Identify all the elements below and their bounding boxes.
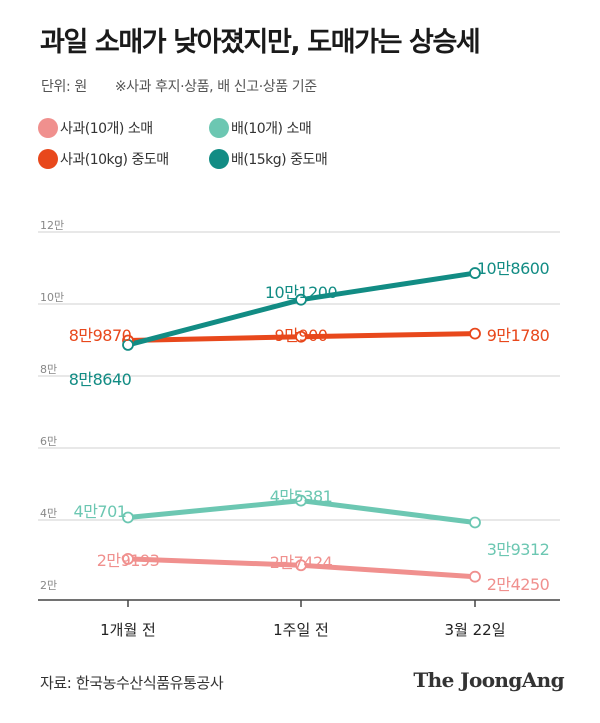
data-point xyxy=(122,553,134,565)
y-tick-label: 4만 xyxy=(40,507,57,520)
data-point xyxy=(469,267,481,279)
data-point xyxy=(295,494,307,507)
data-label: 8만9870 xyxy=(69,326,132,345)
legend-item-apple-retail: 사과(10개) 소매 xyxy=(38,118,153,138)
legend-label: 사과(10kg) 중도매 xyxy=(60,152,169,168)
legend-swatch xyxy=(209,118,229,138)
y-tick-label: 12만 xyxy=(40,219,64,232)
y-tick-label: 2만 xyxy=(40,579,57,592)
legend-item-pear-retail: 배(10개) 소매 xyxy=(209,118,312,138)
data-source: 자료: 한국농수산식품유통공사 xyxy=(40,674,224,692)
unit-note: 단위: 원 ※사과 후지·상품, 배 신고·상품 기준 xyxy=(41,76,317,96)
data-label: 9만900 xyxy=(275,326,328,345)
x-tick-label: 3월 22일 xyxy=(445,621,506,639)
data-label: 2만4250 xyxy=(487,575,550,594)
data-label: 2만9193 xyxy=(97,551,160,570)
legend-item-apple-wholesale: 사과(10kg) 중도매 xyxy=(38,149,169,169)
legend-label: 배(15kg) 중도매 xyxy=(231,152,328,168)
data-point xyxy=(295,293,307,306)
legend-swatch xyxy=(209,149,229,169)
data-point xyxy=(469,570,481,583)
legend-label: 사과(10개) 소매 xyxy=(60,121,153,137)
legend-item-pear-wholesale: 배(15kg) 중도매 xyxy=(209,149,328,169)
data-label: 8만8640 xyxy=(69,370,132,389)
data-point xyxy=(469,327,481,340)
data-point xyxy=(122,338,134,351)
data-label: 10만8600 xyxy=(477,259,550,278)
x-tick-label: 1주일 전 xyxy=(273,621,329,639)
data-point xyxy=(295,559,307,572)
data-label: 10만1200 xyxy=(265,283,338,302)
legend-label: 배(10개) 소매 xyxy=(231,121,312,137)
data-label: 4만5381 xyxy=(270,487,333,506)
chart-title: 과일 소매가 낮아졌지만, 도매가는 상승세 xyxy=(40,27,481,58)
y-tick-label: 8만 xyxy=(40,363,57,376)
data-point xyxy=(295,330,307,343)
data-point xyxy=(122,511,134,524)
legend-swatch xyxy=(38,118,58,138)
data-label: 4만701 xyxy=(74,502,127,521)
data-label: 9만1780 xyxy=(487,326,550,345)
criteria-note: ※사과 후지·상품, 배 신고·상품 기준 xyxy=(114,79,317,95)
data-point xyxy=(469,516,481,529)
data-label: 3만9312 xyxy=(487,540,550,559)
publisher-logo: The JoongAng xyxy=(413,668,564,692)
unit-label: 단위: 원 xyxy=(41,79,87,95)
legend-swatch xyxy=(38,149,58,169)
x-tick-label: 1개월 전 xyxy=(100,621,156,639)
y-tick-label: 10만 xyxy=(40,291,64,304)
y-tick-label: 6만 xyxy=(40,435,57,448)
data-label: 2만7424 xyxy=(270,553,333,572)
